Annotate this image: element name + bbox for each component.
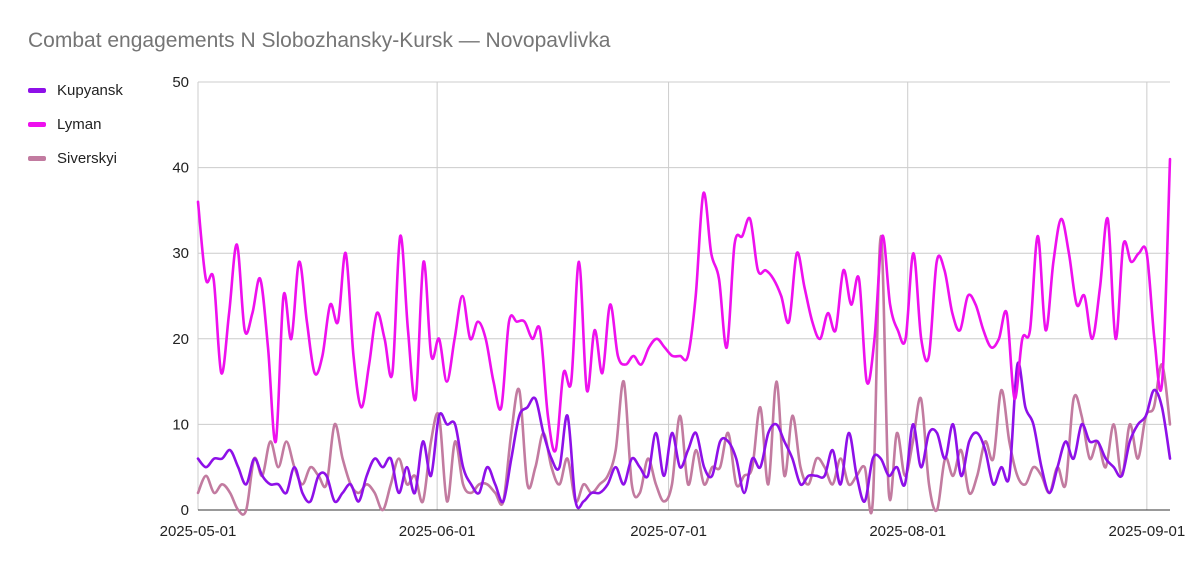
x-tick-label: 2025-09-01 — [1108, 523, 1185, 540]
y-tick-label: 0 — [181, 502, 189, 519]
x-tick-label: 2025-08-01 — [869, 523, 946, 540]
legend-label: Lyman — [57, 115, 102, 133]
x-tick-label: 2025-05-01 — [160, 523, 237, 540]
y-tick-label: 50 — [172, 74, 189, 91]
series-line-siverskyi — [196, 234, 1172, 516]
legend-swatch — [28, 155, 46, 161]
legend: Kupyansk Lyman Siverskyi — [28, 73, 123, 175]
y-tick-label: 30 — [172, 245, 189, 262]
legend-label: Siverskyi — [57, 149, 118, 167]
series-line-lyman — [196, 157, 1172, 453]
legend-swatch — [28, 121, 46, 127]
legend-swatch — [28, 87, 46, 93]
y-tick-label: 40 — [172, 160, 189, 177]
chart-title: Combat engagements N Slobozhansky-Kursk … — [28, 29, 611, 52]
y-tick-label: 20 — [172, 331, 189, 348]
legend-item-lyman: Lyman — [28, 107, 123, 141]
legend-label: Kupyansk — [57, 81, 123, 99]
legend-item-kupyansk: Kupyansk — [28, 73, 123, 107]
x-tick-label: 2025-07-01 — [630, 523, 707, 540]
y-tick-label: 10 — [172, 416, 189, 433]
series-line-kupyansk — [196, 361, 1172, 510]
legend-item-siverskyi: Siverskyi — [28, 141, 123, 175]
x-tick-label: 2025-06-01 — [399, 523, 476, 540]
